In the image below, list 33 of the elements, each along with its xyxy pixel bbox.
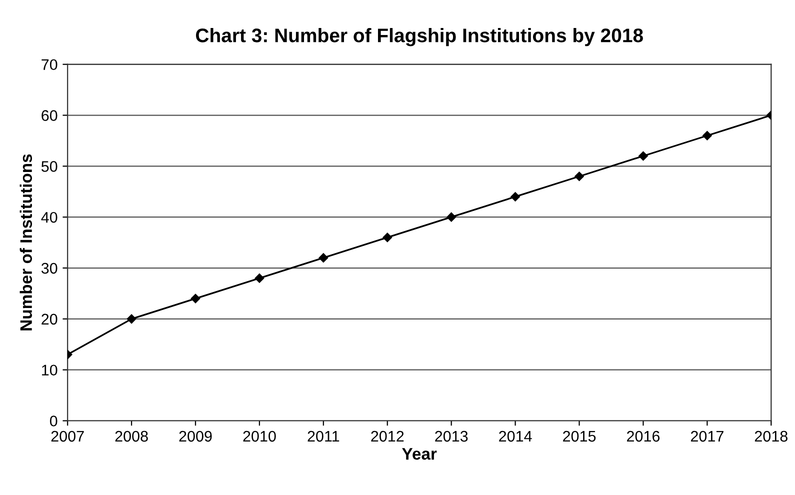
x-tick-label: 2011 (308, 430, 340, 442)
y-tick-label: 30 (41, 262, 58, 274)
point (318, 253, 328, 262)
point (126, 314, 136, 324)
x-tick-label: 2010 (243, 430, 276, 442)
point (510, 192, 520, 202)
x-tick-label: 2016 (627, 430, 660, 442)
point (446, 212, 456, 222)
point (254, 274, 264, 283)
x-tick-label: 2012 (371, 430, 404, 442)
y-tick-label: 20 (42, 314, 58, 325)
y-tick-label: 40 (41, 212, 58, 223)
point (574, 172, 584, 181)
x-tick-label: 2013 (435, 430, 468, 442)
x-axis-title: Year (402, 448, 437, 460)
y-tick-label: 0 (50, 416, 58, 426)
y-tick-label: 60 (42, 110, 58, 121)
point (702, 131, 712, 140)
x-tick-label: 2008 (115, 430, 148, 442)
point (190, 294, 200, 304)
x-tick-label: 2018 (754, 430, 788, 442)
y-axis-title: Number of Institutions (20, 154, 32, 330)
y-tick-label: 50 (41, 161, 58, 172)
x-tick-label: 2015 (563, 430, 596, 442)
point (382, 232, 392, 242)
point (638, 151, 648, 161)
chart-title: Chart 3: Number of Flagship Institutions by 2018 (196, 28, 643, 46)
y-tick-label: 70 (42, 59, 58, 70)
x-tick-label: 2017 (690, 430, 724, 442)
x-tick-label: 2009 (179, 430, 212, 442)
y-tick-label: 10 (42, 364, 58, 376)
x-tick-label: 2014 (499, 430, 532, 442)
x-tick-label: 2007 (51, 430, 84, 442)
